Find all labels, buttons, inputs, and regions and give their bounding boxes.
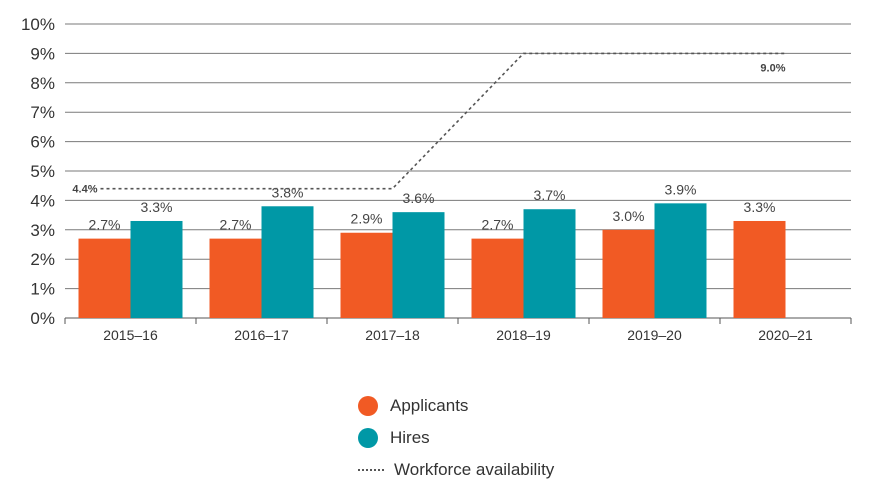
bar-hires	[130, 220, 183, 318]
workforce-line: 4.4% 9.0%	[72, 52, 786, 196]
legend-label-workforce: Workforce availability	[394, 460, 555, 479]
gridlines	[65, 23, 851, 319]
data-label-applicants: 2.9%	[351, 211, 383, 227]
y-tick-label: 5%	[30, 162, 55, 181]
data-label-hires: 3.3%	[141, 199, 173, 215]
bar-applicants	[733, 220, 786, 318]
bar-applicants	[78, 238, 131, 318]
bar-applicants	[602, 229, 655, 318]
legend-swatch-applicants	[358, 396, 378, 416]
legend-swatch-workforce	[358, 469, 384, 471]
legend-swatch-hires	[358, 428, 378, 448]
y-tick-label: 6%	[30, 133, 55, 152]
bars: 2.7% 2.7% 2.9% 2.7% 3.0% 3.3% 3.3% 3.8% 3.6% 3.7%…	[78, 181, 786, 318]
y-axis: 0% 1% 2% 3% 4% 5% 6% 7% 8% 9% 10%	[21, 15, 55, 328]
data-label-applicants: 3.3%	[744, 199, 776, 215]
legend-item-applicants: Applicants	[358, 390, 554, 422]
x-tick-label: 2016–17	[234, 327, 289, 343]
x-tick-label: 2018–19	[496, 327, 551, 343]
data-label-hires: 3.8%	[272, 184, 304, 200]
bar-applicants	[209, 238, 262, 318]
y-tick-label: 1%	[30, 280, 55, 299]
y-tick-label: 4%	[30, 191, 55, 210]
bar-hires	[654, 203, 707, 318]
bar-applicants	[340, 232, 393, 318]
y-tick-label: 10%	[21, 15, 55, 34]
bar-hires	[523, 209, 576, 318]
workforce-availability-line	[100, 52, 786, 190]
x-tick-label: 2017–18	[365, 327, 420, 343]
workforce-label-end: 9.0%	[760, 62, 785, 74]
bar-applicants	[471, 238, 524, 318]
x-tick-label: 2015–16	[103, 327, 158, 343]
data-label-applicants: 2.7%	[89, 217, 121, 233]
y-tick-label: 3%	[30, 221, 55, 240]
x-tick-label: 2020–21	[758, 327, 813, 343]
y-tick-label: 8%	[30, 74, 55, 93]
legend-label-applicants: Applicants	[390, 396, 469, 415]
data-label-hires: 3.6%	[403, 190, 435, 206]
data-label-applicants: 2.7%	[482, 217, 514, 233]
y-tick-label: 2%	[30, 250, 55, 269]
data-label-applicants: 3.0%	[613, 208, 645, 224]
data-label-hires: 3.7%	[534, 187, 566, 203]
x-axis: 2015–16 2016–17 2017–18 2018–19 2019–20 2020–…	[64, 318, 852, 343]
legend: Applicants Hires Workforce availability	[358, 390, 554, 486]
legend-item-workforce: Workforce availability	[358, 454, 554, 486]
y-tick-label: 0%	[30, 309, 55, 328]
y-tick-label: 7%	[30, 103, 55, 122]
bar-hires	[261, 206, 314, 318]
bar-hires	[392, 212, 445, 318]
y-tick-label: 9%	[30, 44, 55, 63]
x-tick-label: 2019–20	[627, 327, 682, 343]
data-label-hires: 3.9%	[665, 181, 697, 197]
legend-label-hires: Hires	[390, 428, 430, 447]
data-label-applicants: 2.7%	[220, 217, 252, 233]
legend-item-hires: Hires	[358, 422, 554, 454]
workforce-label-start: 4.4%	[72, 184, 97, 196]
